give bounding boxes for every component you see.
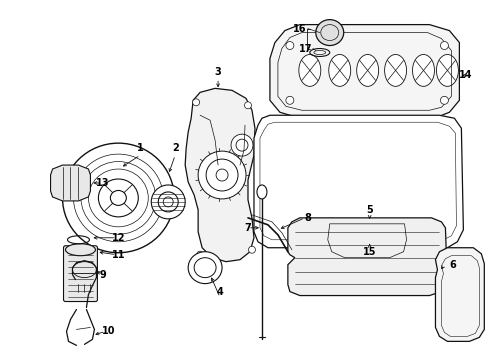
Text: 9: 9 (99, 270, 105, 280)
Ellipse shape (151, 185, 185, 219)
Ellipse shape (194, 258, 216, 278)
Polygon shape (287, 218, 447, 296)
Text: 17: 17 (299, 44, 312, 54)
Ellipse shape (62, 143, 174, 253)
Ellipse shape (285, 41, 293, 50)
Polygon shape (435, 248, 483, 341)
Ellipse shape (384, 54, 406, 86)
Ellipse shape (65, 244, 95, 256)
Ellipse shape (205, 159, 238, 191)
Text: 14: 14 (458, 71, 471, 80)
Ellipse shape (244, 102, 251, 109)
Ellipse shape (188, 252, 222, 284)
Ellipse shape (440, 96, 447, 104)
Ellipse shape (198, 151, 245, 199)
Text: 8: 8 (304, 213, 311, 223)
Text: 4: 4 (216, 287, 223, 297)
Ellipse shape (158, 192, 178, 212)
Ellipse shape (436, 54, 457, 86)
Ellipse shape (248, 246, 255, 253)
Text: 7: 7 (244, 223, 251, 233)
Text: 13: 13 (96, 178, 109, 188)
Ellipse shape (356, 54, 378, 86)
Text: 15: 15 (362, 247, 376, 257)
Ellipse shape (315, 20, 343, 45)
Text: 6: 6 (448, 260, 455, 270)
Polygon shape (253, 115, 463, 248)
Ellipse shape (285, 96, 293, 104)
Ellipse shape (328, 54, 350, 86)
Text: 2: 2 (171, 143, 178, 153)
Text: 3: 3 (214, 67, 221, 77)
Text: 10: 10 (102, 327, 115, 336)
Polygon shape (185, 88, 254, 262)
Ellipse shape (110, 190, 126, 206)
Polygon shape (50, 165, 90, 201)
Polygon shape (269, 24, 458, 118)
Text: 5: 5 (366, 205, 372, 215)
Ellipse shape (196, 251, 203, 258)
Ellipse shape (236, 139, 247, 151)
Ellipse shape (163, 197, 173, 207)
Ellipse shape (216, 169, 227, 181)
Text: 16: 16 (292, 24, 306, 33)
Text: 1: 1 (137, 143, 143, 153)
Ellipse shape (230, 134, 252, 156)
Text: 11: 11 (111, 250, 125, 260)
Ellipse shape (192, 99, 199, 106)
Ellipse shape (298, 54, 320, 86)
Ellipse shape (412, 54, 433, 86)
Ellipse shape (256, 185, 266, 199)
Text: 12: 12 (111, 233, 125, 243)
FancyBboxPatch shape (63, 246, 97, 302)
Ellipse shape (440, 41, 447, 50)
